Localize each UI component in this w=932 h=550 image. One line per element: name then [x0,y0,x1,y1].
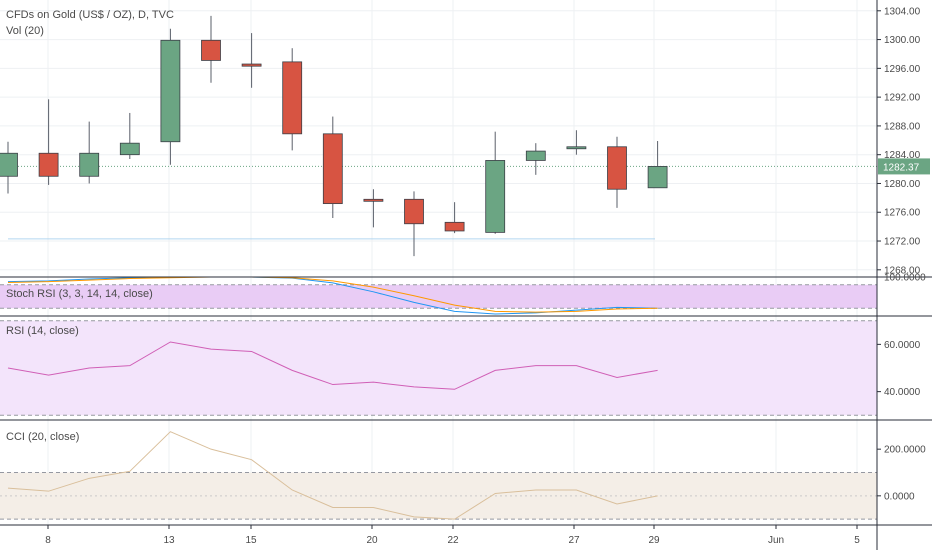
candle-body [160,39,181,143]
indicator-pane-backgrounds [0,284,877,520]
time-tick-label-0: 8 [45,535,51,546]
candle-8[interactable] [38,99,59,185]
price-tick-label-6: 1280.00 [884,179,921,190]
candle-body [444,221,465,232]
indicator-line-cci-0 [7,431,658,520]
candle-body [0,152,18,177]
time-tick-label-4: 22 [447,535,459,546]
candle-22[interactable] [444,202,465,234]
indicator-tick-label-rsi-1: 40.0000 [884,387,921,398]
candle-body [647,166,668,189]
time-tick-label-1: 13 [163,535,175,546]
indicator-lines-layer [7,276,658,520]
grid-layer [0,0,877,525]
candle-23[interactable] [485,131,506,234]
candle-7[interactable] [0,141,18,194]
candle-body [525,150,546,161]
candle-body [404,198,424,225]
indicator-tick-label-rsi-0: 60.0000 [884,340,921,351]
band-fill-rsi [0,320,877,416]
candle-body [363,198,384,202]
indicator-line-stoch-1 [7,276,658,313]
candle-body [38,152,59,177]
candle-body [241,63,262,67]
indicator-tick-label-stoch-0: 100.0000 [884,273,926,284]
candle-15[interactable] [241,33,262,88]
time-tick-label-3: 20 [366,535,378,546]
price-tick-label-3: 1292.00 [884,93,921,104]
candle-body [79,152,100,177]
candle-14[interactable] [201,15,221,83]
chart-title: CFDs on Gold (US$ / OZ), D, TVC [6,9,174,21]
candle-16[interactable] [282,48,303,151]
time-tick-label-2: 15 [245,535,257,546]
indicator-line-rsi-0 [7,341,658,390]
candle-body [485,160,506,233]
candle-29[interactable] [647,141,668,189]
time-tick-label-7: Jun [768,535,784,546]
stoch-rsi-label: Stoch RSI (3, 3, 14, 14, close) [6,288,153,300]
volume-label: Vol (20) [6,25,44,37]
price-tick-label-8: 1272.00 [884,237,921,248]
band-fill-stoch [0,284,877,309]
candle-9[interactable] [79,121,100,184]
candle-body [322,133,343,205]
candle-20[interactable] [363,189,384,228]
price-tick-label-7: 1276.00 [884,208,921,219]
price-tick-label-9: 1268.00 [884,265,921,276]
price-tick-label-2: 1296.00 [884,64,921,75]
price-tick-label-1: 1300.00 [884,35,921,46]
candle-body [566,146,587,150]
candle-13[interactable] [160,28,181,165]
last-price-label: 1282.37 [883,162,920,173]
candle-10[interactable] [119,112,140,160]
last-price-badge: 1282.37 [878,158,930,175]
time-tick-label-6: 29 [648,535,660,546]
cci-label: CCI (20, close) [6,431,79,443]
candle-24[interactable] [525,143,546,175]
indicator-tick-label-cci-1: 0.0000 [884,491,915,502]
rsi-label: RSI (14, close) [6,325,79,337]
candle-body [607,146,627,190]
candle-body [282,61,303,135]
candle-body [119,142,140,156]
time-tick-label-5: 27 [568,535,580,546]
price-tick-label-4: 1288.00 [884,121,921,132]
candle-body [201,39,221,61]
candle-27[interactable] [566,130,587,155]
candle-28[interactable] [607,136,627,208]
indicator-tick-label-cci-0: 200.0000 [884,445,926,456]
time-tick-label-8: 5 [854,535,860,546]
candle-21[interactable] [404,191,424,257]
price-tick-label-5: 1284.00 [884,150,921,161]
candles-layer[interactable] [0,15,668,257]
price-tick-label-0: 1304.00 [884,6,921,17]
candle-17[interactable] [322,116,343,219]
last-price-bg [878,158,930,175]
